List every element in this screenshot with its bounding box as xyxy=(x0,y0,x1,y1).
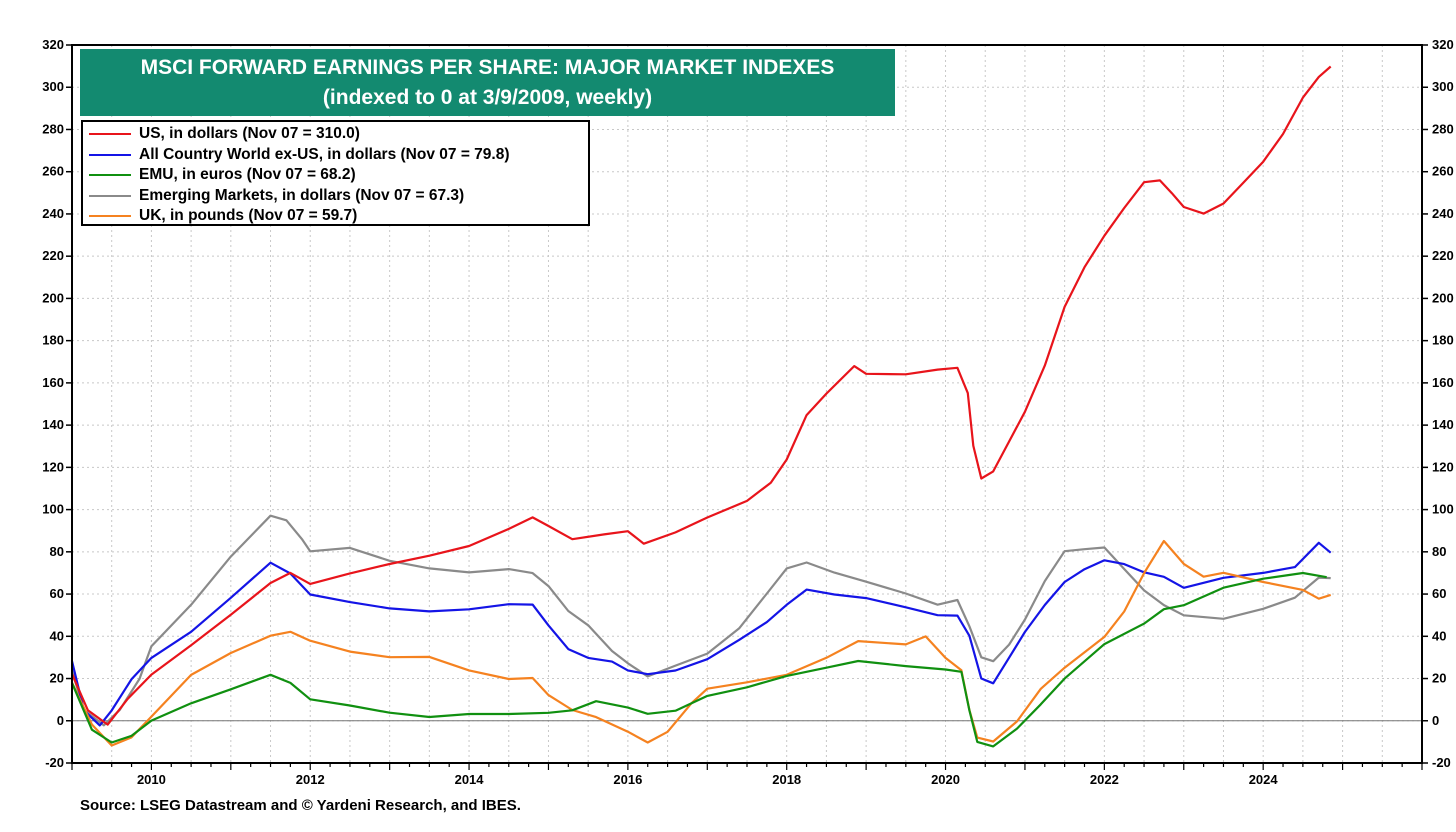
y-tick-label-right: 0 xyxy=(1432,713,1439,728)
legend-swatch xyxy=(89,174,131,177)
series-line xyxy=(70,514,1331,727)
y-tick-label-left: 100 xyxy=(42,502,64,517)
y-tick-label-right: 140 xyxy=(1432,417,1454,432)
y-axis-right-labels: -20 0 20 40 60 80 100 120 140 160 180 200 220 240 260 2… xyxy=(1432,37,1454,770)
x-tick-label: 2024 xyxy=(1249,772,1279,787)
y-tick-label-right: 60 xyxy=(1432,586,1446,601)
y-tick-label-left: 280 xyxy=(42,121,64,136)
y-tick-label-left: 40 xyxy=(50,628,64,643)
x-axis-labels: 2010 2012 2014 2016 2018 2020 2022 2024 xyxy=(137,772,1278,787)
y-tick-label-left: 120 xyxy=(42,459,64,474)
y-tick-label-left: 300 xyxy=(42,79,64,94)
x-tick-label: 2016 xyxy=(613,772,642,787)
y-tick-label-left: 160 xyxy=(42,375,64,390)
series-lines xyxy=(70,65,1332,748)
legend-label: Emerging Markets, in dollars (Nov 07 = 6… xyxy=(139,186,465,204)
y-tick-label-right: 20 xyxy=(1432,671,1446,686)
series-line xyxy=(70,571,1327,748)
y-tick-label-right: -20 xyxy=(1432,755,1451,770)
series-line xyxy=(70,65,1332,726)
x-tick-label: 2018 xyxy=(772,772,801,787)
chart-title: MSCI FORWARD EARNINGS PER SHARE: MAJOR M… xyxy=(140,56,835,79)
y-tick-label-left: 60 xyxy=(50,586,64,601)
y-tick-label-right: 300 xyxy=(1432,79,1454,94)
legend-item: EMU, in euros (Nov 07 = 68.2) xyxy=(89,165,588,186)
source-note: Source: LSEG Datastream and © Yardeni Re… xyxy=(80,797,521,814)
legend-label: US, in dollars (Nov 07 = 310.0) xyxy=(139,125,360,143)
y-tick-label-left: 240 xyxy=(42,206,64,221)
y-tick-label-right: 220 xyxy=(1432,248,1454,263)
chart-title-box: MSCI FORWARD EARNINGS PER SHARE: MAJOR M… xyxy=(80,49,895,116)
legend-item: US, in dollars (Nov 07 = 310.0) xyxy=(89,124,588,145)
x-tick-label: 2020 xyxy=(931,772,960,787)
legend-item: Emerging Markets, in dollars (Nov 07 = 6… xyxy=(89,186,588,207)
legend-swatch xyxy=(89,194,131,197)
legend-label: All Country World ex-US, in dollars (Nov… xyxy=(139,145,510,163)
x-tick-label: 2010 xyxy=(137,772,166,787)
x-tick-label: 2014 xyxy=(455,772,485,787)
y-tick-label-left: 80 xyxy=(50,544,64,559)
legend-item: All Country World ex-US, in dollars (Nov… xyxy=(89,145,588,166)
y-tick-label-left: 0 xyxy=(57,713,64,728)
y-tick-label-right: 320 xyxy=(1432,37,1454,52)
axis-ticks xyxy=(66,44,1428,770)
y-tick-label-right: 160 xyxy=(1432,375,1454,390)
legend-label: EMU, in euros (Nov 07 = 68.2) xyxy=(139,166,356,184)
series-line xyxy=(70,541,1332,727)
y-tick-label-right: 240 xyxy=(1432,206,1454,221)
x-tick-label: 2012 xyxy=(296,772,325,787)
y-tick-label-right: 260 xyxy=(1432,164,1454,179)
y-tick-label-left: -20 xyxy=(45,755,64,770)
series-line xyxy=(71,539,1332,747)
legend-item: UK, in pounds (Nov 07 = 59.7) xyxy=(89,206,588,227)
y-tick-label-right: 80 xyxy=(1432,544,1446,559)
y-tick-label-left: 220 xyxy=(42,248,64,263)
legend-label: UK, in pounds (Nov 07 = 59.7) xyxy=(139,207,358,225)
legend: US, in dollars (Nov 07 = 310.0) All Coun… xyxy=(81,120,590,226)
y-tick-label-right: 180 xyxy=(1432,333,1454,348)
y-tick-label-left: 260 xyxy=(42,164,64,179)
y-tick-label-right: 280 xyxy=(1432,121,1454,136)
legend-swatch xyxy=(89,133,131,136)
chart-subtitle: (indexed to 0 at 3/9/2009, weekly) xyxy=(322,86,653,109)
y-tick-label-right: 200 xyxy=(1432,290,1454,305)
y-axis-left-labels: -20 0 20 40 60 80 100 120 140 160 180 200 220 240 260 2… xyxy=(42,37,64,770)
y-tick-label-left: 200 xyxy=(42,290,64,305)
y-tick-label-right: 100 xyxy=(1432,502,1454,517)
y-tick-label-left: 320 xyxy=(42,37,64,52)
y-tick-label-left: 20 xyxy=(50,671,64,686)
legend-swatch xyxy=(89,153,131,156)
legend-swatch xyxy=(89,215,131,218)
y-tick-label-left: 180 xyxy=(42,333,64,348)
y-tick-label-right: 120 xyxy=(1432,459,1454,474)
y-tick-label-left: 140 xyxy=(42,417,64,432)
y-tick-label-right: 40 xyxy=(1432,628,1446,643)
x-tick-label: 2022 xyxy=(1090,772,1119,787)
